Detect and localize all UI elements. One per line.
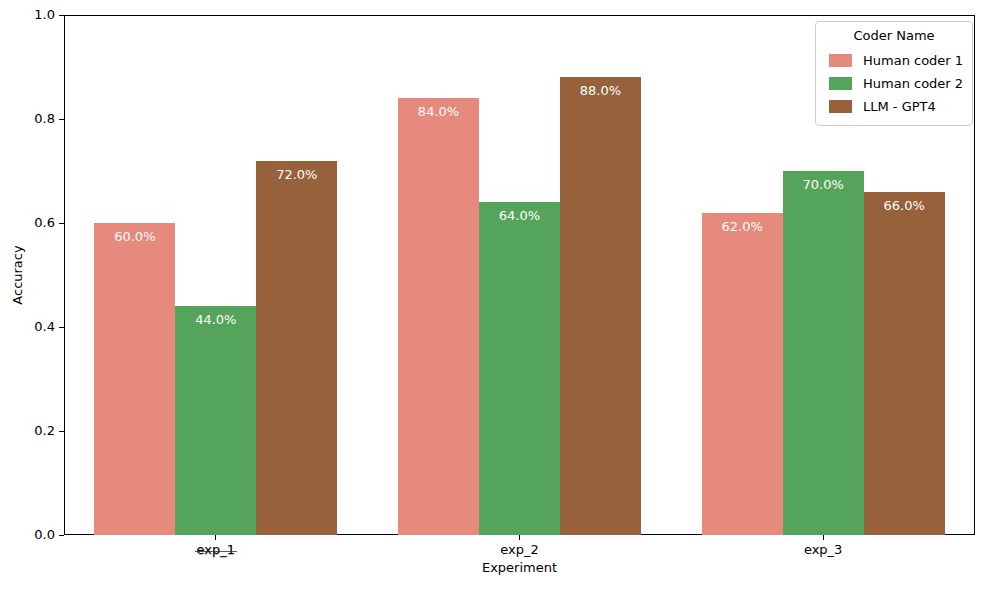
- y-tick: [59, 535, 64, 536]
- y-tick-label: 0.0: [0, 527, 55, 543]
- bar: 60.0%: [94, 223, 175, 535]
- bar: 44.0%: [175, 306, 256, 535]
- bar: 66.0%: [864, 192, 945, 535]
- y-tick-label: 0.2: [0, 423, 55, 439]
- bar: 62.0%: [702, 213, 783, 535]
- bar-value-label: 72.0%: [256, 167, 337, 182]
- bar-value-label: 64.0%: [479, 208, 560, 223]
- legend-item-label: Human coder 1: [863, 53, 963, 68]
- y-axis-label: Accuracy: [10, 245, 25, 304]
- legend-swatch: [829, 54, 852, 67]
- legend: Coder Name Human coder 1 Human coder 2 LLM…: [815, 21, 973, 126]
- y-tick: [59, 15, 64, 16]
- legend-item-label: Human coder 2: [863, 76, 963, 91]
- y-tick-label: 0.8: [0, 111, 55, 127]
- bar-value-label: 62.0%: [702, 219, 783, 234]
- legend-rows: Human coder 1 Human coder 2 LLM - GPT4: [816, 49, 972, 118]
- legend-swatch: [829, 100, 852, 113]
- bar: 72.0%: [256, 161, 337, 535]
- y-tick: [59, 119, 64, 120]
- x-axis-label: Experiment: [64, 560, 975, 575]
- legend-item: Human coder 1: [816, 49, 972, 72]
- x-tick: [215, 535, 216, 540]
- x-tick-label: exp_3: [773, 542, 873, 558]
- x-tick-label: exp_2: [470, 542, 570, 558]
- x-tick-text: exp_1: [197, 542, 236, 558]
- y-tick-label: 1.0: [0, 7, 55, 23]
- legend-title: Coder Name: [816, 28, 972, 43]
- x-tick-text: exp_2: [500, 542, 539, 557]
- bar: 88.0%: [560, 77, 641, 535]
- y-tick-label: 0.6: [0, 215, 55, 231]
- y-tick: [59, 431, 64, 432]
- legend-swatch: [829, 77, 852, 90]
- bar: 64.0%: [479, 202, 560, 535]
- legend-item: Human coder 2: [816, 72, 972, 95]
- y-tick-label: 0.4: [0, 319, 55, 335]
- bar-value-label: 70.0%: [783, 177, 864, 192]
- y-tick: [59, 223, 64, 224]
- x-tick: [519, 535, 520, 540]
- bar: 84.0%: [398, 98, 479, 535]
- legend-item-label: LLM - GPT4: [863, 99, 936, 114]
- x-tick-label: exp_1: [166, 542, 266, 558]
- bar-chart-figure: Experiment Accuracy 0.0 0.2 0.4 0.6 0.8 1.0 ex…: [0, 0, 989, 589]
- bar-value-label: 88.0%: [560, 83, 641, 98]
- bar: 70.0%: [783, 171, 864, 535]
- x-tick: [823, 535, 824, 540]
- bar-value-label: 66.0%: [864, 198, 945, 213]
- x-tick-text: exp_3: [804, 542, 843, 557]
- strike-line: [195, 551, 237, 552]
- bar-value-label: 84.0%: [398, 104, 479, 119]
- bar-value-label: 44.0%: [175, 312, 256, 327]
- bar-value-label: 60.0%: [94, 229, 175, 244]
- legend-item: LLM - GPT4: [816, 95, 972, 118]
- y-tick: [59, 327, 64, 328]
